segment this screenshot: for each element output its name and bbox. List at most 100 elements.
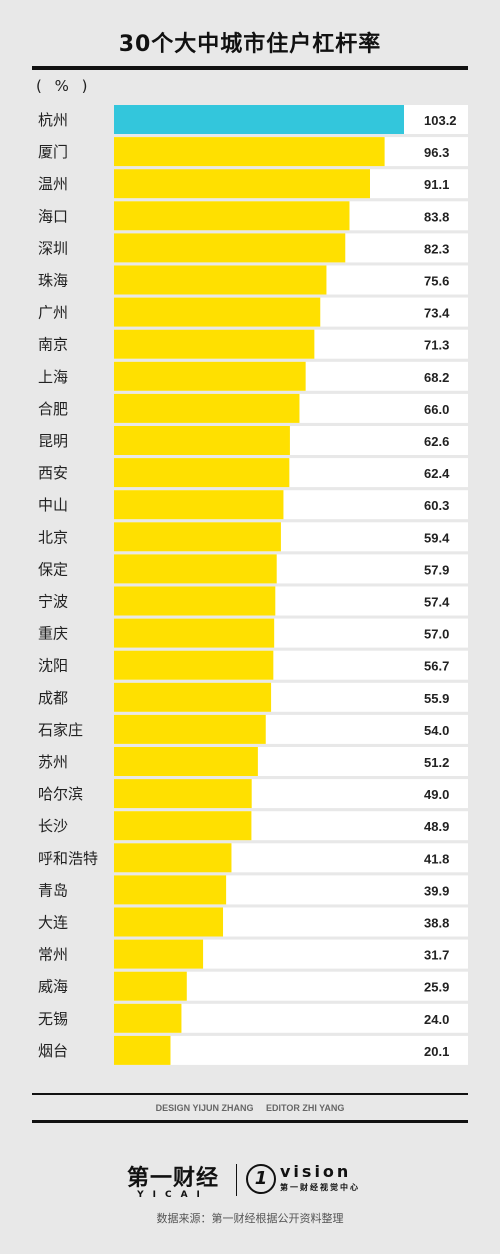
bar [114, 105, 404, 134]
vision-mark-icon: 1 [246, 1164, 276, 1194]
value-label: 62.4 [424, 466, 450, 481]
value-label: 91.1 [424, 177, 449, 192]
category-label: 北京 [38, 528, 68, 546]
bar [114, 618, 275, 648]
value-label: 39.9 [424, 883, 449, 898]
design-credit: DESIGN YIJUN ZHANG [155, 1103, 254, 1113]
value-label: 31.7 [424, 948, 449, 963]
footer-rule [32, 1093, 468, 1095]
value-label: 60.3 [424, 498, 449, 513]
value-label: 82.3 [424, 241, 449, 256]
value-label: 38.8 [424, 916, 449, 931]
value-label: 75.6 [424, 274, 449, 289]
value-label: 73.4 [424, 306, 450, 321]
bar [114, 811, 252, 841]
yicai-logo: 第一财经 YICAI [118, 1160, 228, 1200]
bottom-rule [32, 1120, 468, 1123]
bar [114, 554, 277, 584]
value-label: 51.2 [424, 755, 449, 770]
value-label: 68.2 [424, 370, 449, 385]
bar [114, 714, 266, 744]
category-label: 南京 [38, 336, 68, 354]
logo-row: 第一财经 YICAI 1 vision 第一财经视觉中心 [0, 1160, 500, 1200]
category-label: 中山 [38, 496, 68, 514]
bar [114, 426, 290, 455]
bar [114, 265, 327, 295]
unit-label: ( % ) [36, 77, 92, 95]
bar-chart: 杭州 103.2 厦门 96.3 温州 91.1 海口 83.8 深圳 82.3 珠海 75.6 广州 7… [38, 105, 468, 1065]
value-label: 25.9 [424, 980, 449, 995]
category-label: 深圳 [38, 239, 68, 257]
category-label: 常州 [38, 946, 68, 964]
category-label: 广州 [38, 304, 68, 322]
category-label: 青岛 [38, 881, 68, 899]
bar [114, 329, 315, 359]
bar [114, 682, 272, 712]
value-label: 20.1 [424, 1044, 449, 1059]
bar [114, 650, 274, 680]
bar [114, 458, 290, 488]
bar [114, 169, 370, 199]
bar [114, 843, 232, 873]
category-label: 上海 [38, 368, 68, 386]
logo-divider [236, 1164, 237, 1196]
vision-logo-text: vision [280, 1162, 352, 1181]
category-label: 温州 [38, 175, 68, 193]
bar [114, 233, 346, 263]
bar [114, 1003, 182, 1033]
chart-title: 30个大中城市住户杠杆率 [118, 32, 382, 57]
bar [114, 779, 252, 809]
bar [114, 297, 321, 327]
value-label: 48.9 [424, 819, 449, 834]
value-label: 41.8 [424, 851, 449, 866]
value-label: 83.8 [424, 209, 449, 224]
bar [114, 137, 385, 167]
value-label: 55.9 [424, 691, 449, 706]
bar [114, 939, 204, 969]
data-source: 数据来源：第一财经根据公开资料整理 [156, 1212, 344, 1225]
bar [114, 522, 281, 552]
value-label: 54.0 [424, 723, 449, 738]
value-label: 57.4 [424, 595, 450, 610]
category-label: 沈阳 [38, 657, 68, 675]
value-label: 103.2 [424, 113, 457, 128]
category-label: 杭州 [38, 111, 68, 129]
category-label: 重庆 [38, 625, 68, 643]
bar [114, 1035, 171, 1065]
value-label: 62.6 [424, 434, 449, 449]
bar [114, 361, 306, 391]
value-label: 57.0 [424, 627, 449, 642]
top-rule [32, 66, 468, 70]
category-label: 海口 [38, 207, 68, 225]
yicai-logo-cn: 第一财经 [126, 1166, 219, 1191]
category-label: 宁波 [38, 593, 68, 611]
bar [114, 393, 300, 423]
bar [114, 907, 224, 937]
category-label: 威海 [38, 978, 68, 996]
category-label: 苏州 [38, 753, 68, 771]
bar [114, 875, 227, 905]
bar [114, 490, 284, 520]
category-label: 呼和浩特 [38, 849, 98, 867]
category-label: 哈尔滨 [38, 785, 83, 803]
yicai-logo-en: YICAI [137, 1190, 209, 1200]
value-label: 24.0 [424, 1012, 449, 1027]
category-label: 石家庄 [38, 721, 83, 739]
vision-logo-sub: 第一财经视觉中心 [280, 1183, 360, 1192]
category-label: 珠海 [38, 272, 68, 290]
value-label: 49.0 [424, 787, 449, 802]
value-label: 96.3 [424, 145, 449, 160]
value-label: 57.9 [424, 562, 449, 577]
category-label: 长沙 [38, 817, 68, 835]
credits: DESIGN YIJUN ZHANG EDITOR ZHI YANG [0, 1103, 500, 1113]
category-label: 成都 [38, 689, 68, 707]
row-background [114, 1035, 468, 1065]
value-label: 66.0 [424, 402, 449, 417]
value-label: 59.4 [424, 530, 450, 545]
bar [114, 586, 276, 616]
value-label: 56.7 [424, 659, 449, 674]
category-label: 无锡 [38, 1010, 68, 1028]
category-label: 西安 [38, 464, 68, 482]
value-label: 71.3 [424, 338, 449, 353]
category-label: 烟台 [38, 1042, 68, 1060]
